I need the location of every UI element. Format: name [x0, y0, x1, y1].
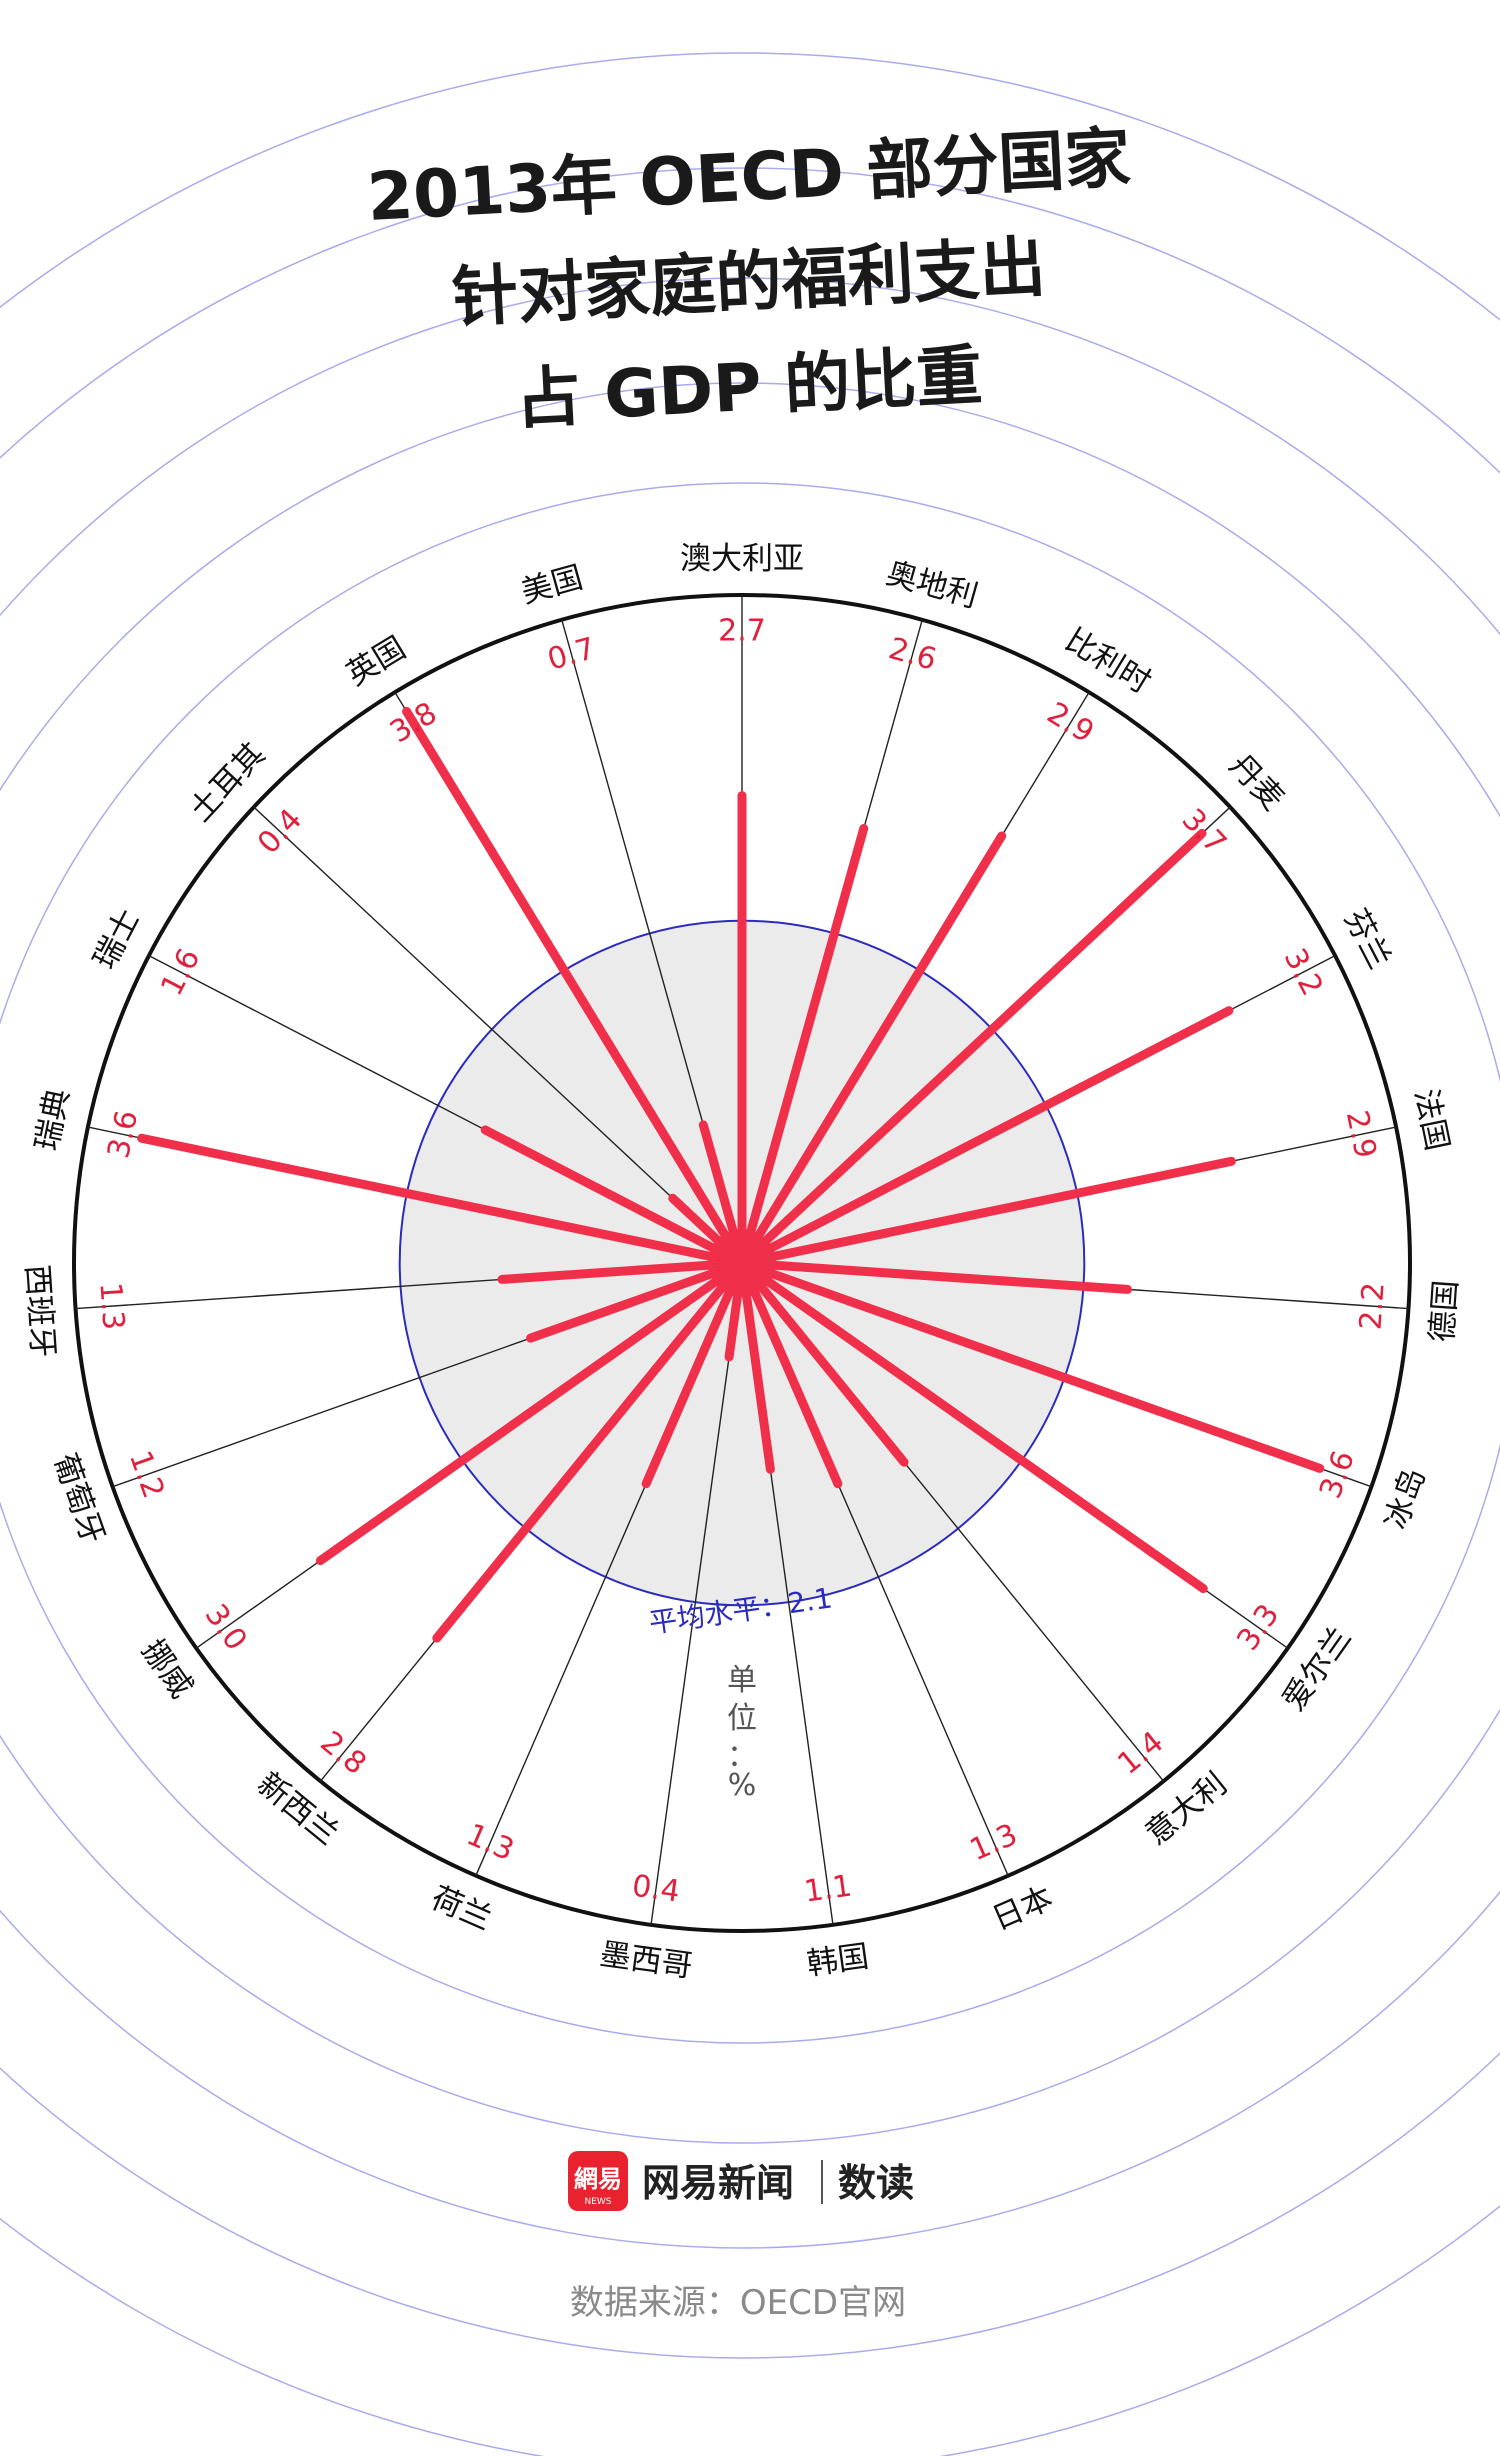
bar-德国 — [737, 1258, 1132, 1294]
brand-logo-sub: NEWS — [584, 2197, 611, 2207]
value-label: 2.8 — [314, 1725, 373, 1782]
brand-logo-text: 網易 — [574, 2165, 622, 2193]
unit-label: 单位： % — [727, 1663, 757, 1803]
country-label: 新西兰 — [250, 1766, 345, 1853]
country-label: 法国 — [1407, 1086, 1455, 1154]
country-label: 挪威 — [134, 1633, 199, 1704]
country-label: 美国 — [517, 559, 586, 610]
value-label: 3.2 — [1277, 943, 1330, 1001]
value-label: 1.1 — [802, 1869, 854, 1910]
value-label: 1.4 — [1111, 1725, 1170, 1782]
brand-section: 数读 — [838, 2161, 914, 2205]
deco-ring-4 — [0, 167, 1500, 2359]
bar-冰岛 — [737, 1258, 1325, 1473]
bar-挪威 — [315, 1258, 747, 1566]
country-label: 荷兰 — [426, 1880, 497, 1938]
deco-ring-5 — [0, 52, 1500, 2456]
bar-比利时 — [737, 831, 1007, 1268]
value-label: 2.2 — [1353, 1281, 1391, 1331]
bar-韩国 — [737, 1258, 775, 1474]
value-label: 0.4 — [251, 802, 309, 861]
bar-日本 — [737, 1258, 843, 1489]
country-label: 意大利 — [1139, 1766, 1234, 1853]
value-label: 1.3 — [965, 1817, 1023, 1868]
value-label: 2.7 — [718, 614, 766, 649]
unit-symbol: % — [728, 1768, 757, 1803]
country-label: 瑞士 — [87, 903, 147, 975]
bar-芬兰 — [737, 1006, 1234, 1268]
value-label: 3.3 — [1230, 1598, 1286, 1657]
bar-新西兰 — [432, 1258, 747, 1643]
brand-name: 网易新闻 — [642, 2161, 794, 2205]
bar-英国 — [402, 706, 747, 1268]
brand-logo — [568, 2151, 628, 2211]
country-label: 芬兰 — [1337, 903, 1397, 975]
country-label: 韩国 — [805, 1938, 871, 1982]
value-label: 0.4 — [630, 1869, 682, 1910]
value-label: 1.3 — [461, 1817, 519, 1868]
value-label: 3.0 — [198, 1598, 254, 1657]
value-label: 3.6 — [101, 1107, 145, 1161]
spoke — [253, 806, 743, 1264]
source-note: 数据来源：OECD官网 — [570, 2283, 906, 2323]
country-label: 日本 — [987, 1880, 1058, 1938]
bar-法国 — [737, 1156, 1236, 1268]
value-label: 2.6 — [885, 631, 940, 678]
bar-奥地利 — [737, 824, 869, 1268]
country-label: 冰岛 — [1378, 1464, 1433, 1534]
bar-西班牙 — [497, 1258, 747, 1284]
country-label: 墨西哥 — [598, 1936, 695, 1984]
country-label: 西班牙 — [19, 1263, 61, 1358]
bar-丹麦 — [737, 828, 1207, 1268]
value-label: 1.2 — [122, 1446, 171, 1503]
brand: 網易 NEWS 网易新闻 数读 — [568, 2151, 914, 2211]
title-line-2: 针对家庭的福利支出 — [450, 229, 1047, 337]
value-label: 1.3 — [92, 1281, 130, 1331]
chart-title: 2013年 OECD 部分国家 针对家庭的福利支出 占 GDP 的比重 — [365, 119, 1132, 438]
bar-荷兰 — [641, 1258, 747, 1489]
country-label: 澳大利亚 — [680, 541, 804, 577]
title-line-1: 2013年 OECD 部分国家 — [365, 119, 1132, 236]
title-line-3: 占 GDP 的比重 — [513, 337, 984, 438]
bar-葡萄牙 — [526, 1258, 747, 1343]
country-label: 比利时 — [1059, 622, 1157, 701]
bar-瑞典 — [137, 1133, 747, 1268]
deco-ring-1 — [0, 482, 1500, 2044]
country-label: 德国 — [1424, 1279, 1464, 1343]
country-label: 土耳其 — [183, 736, 273, 829]
country-label: 爱尔兰 — [1276, 1621, 1359, 1718]
bar-爱尔兰 — [737, 1258, 1208, 1594]
deco-ring-3 — [0, 277, 1500, 2249]
deco-ring-2 — [0, 382, 1500, 2144]
value-label: 0.7 — [544, 631, 599, 678]
country-label: 奥地利 — [882, 555, 981, 615]
value-label: 2.9 — [1041, 696, 1100, 751]
unit-text: 单位： — [727, 1663, 757, 1774]
decorative-rings — [0, 52, 1500, 2456]
country-label: 葡萄牙 — [46, 1449, 111, 1549]
value-label: 2.9 — [1339, 1107, 1383, 1161]
bar-意大利 — [737, 1258, 909, 1467]
country-label: 瑞典 — [29, 1086, 77, 1154]
bar-瑞士 — [480, 1125, 747, 1268]
value-label: 3.6 — [1313, 1446, 1362, 1503]
spoke — [650, 1262, 743, 1925]
country-label: 英国 — [340, 630, 412, 693]
value-label: 3.8 — [384, 696, 443, 751]
center-hub — [708, 1229, 776, 1297]
value-label: 1.6 — [154, 943, 207, 1001]
